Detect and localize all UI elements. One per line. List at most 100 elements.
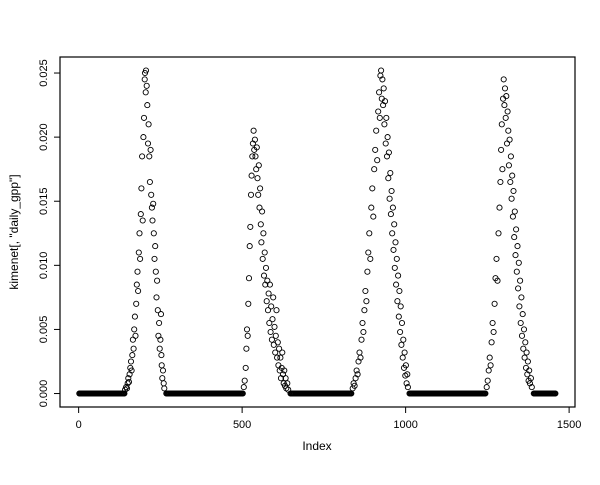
- data-point: [242, 364, 249, 371]
- data-point: [496, 204, 503, 211]
- data-point: [509, 213, 516, 220]
- data-point: [157, 336, 164, 343]
- data-point: [358, 336, 365, 343]
- data-point: [260, 230, 267, 237]
- data-point: [245, 300, 252, 307]
- data-point: [249, 153, 256, 160]
- data-point: [393, 281, 400, 288]
- data-point: [381, 121, 388, 128]
- data-point: [390, 246, 397, 253]
- data-point: [376, 114, 383, 121]
- data-point: [266, 319, 273, 327]
- data-point: [486, 354, 493, 361]
- data-point: [140, 114, 148, 121]
- data-point: [357, 354, 364, 361]
- data-point: [259, 208, 266, 215]
- data-point: [156, 319, 163, 327]
- data-point: [270, 294, 277, 301]
- data-point: [484, 377, 491, 384]
- data-point: [135, 287, 142, 295]
- data-point: [489, 319, 496, 327]
- data-point: [147, 146, 154, 153]
- data-point: [144, 140, 152, 147]
- data-point: [393, 255, 400, 262]
- data-point: [252, 153, 259, 160]
- data-point: [251, 136, 258, 143]
- data-point: [368, 204, 375, 211]
- data-point: [500, 76, 507, 83]
- tick-label: 0.005: [38, 316, 50, 344]
- data-point: [255, 162, 262, 169]
- data-point: [376, 89, 383, 96]
- data-point: [379, 76, 386, 83]
- data-point: [285, 386, 292, 393]
- tick-label: 1000: [393, 419, 417, 431]
- data-point: [139, 217, 146, 224]
- data-point: [146, 153, 153, 160]
- data-point: [365, 249, 372, 256]
- data-point: [151, 255, 158, 262]
- data-point: [131, 326, 138, 333]
- data-point: [148, 204, 155, 211]
- data-point: [277, 354, 284, 361]
- data-point: [391, 221, 398, 228]
- data-point: [360, 328, 367, 336]
- data-point: [524, 371, 531, 378]
- data-point: [485, 367, 492, 374]
- data-point: [364, 268, 371, 275]
- data-point: [161, 385, 168, 392]
- tick-label: 0.025: [38, 59, 50, 87]
- data-point: [371, 166, 378, 173]
- data-point: [516, 303, 523, 310]
- data-point: [142, 89, 149, 96]
- data-point: [381, 98, 389, 105]
- data-point: [158, 352, 165, 359]
- data-point: [526, 367, 533, 374]
- data-point: [362, 287, 369, 295]
- data-point: [520, 326, 528, 333]
- data-point: [159, 367, 167, 374]
- plot-box: [59, 56, 576, 408]
- data-point: [523, 349, 530, 356]
- data-point: [404, 371, 411, 378]
- data-point: [123, 384, 130, 391]
- data-point: [145, 121, 152, 128]
- data-point: [138, 185, 145, 192]
- data-point: [260, 272, 268, 279]
- data-point: [507, 153, 514, 160]
- data-point: [483, 384, 490, 391]
- data-point: [394, 298, 401, 305]
- data-point: [125, 375, 132, 382]
- data-points: [76, 67, 559, 397]
- data-point: [524, 358, 531, 365]
- data-point: [281, 367, 288, 374]
- data-point: [153, 294, 160, 301]
- data-point: [144, 102, 151, 109]
- y-axis-label: kimenet[, "daily_gpp"]: [7, 174, 21, 289]
- data-point: [248, 172, 255, 179]
- data-point: [389, 230, 396, 237]
- data-point: [498, 146, 505, 153]
- data-point: [397, 303, 404, 310]
- data-point: [508, 195, 515, 202]
- data-point: [135, 249, 142, 256]
- data-point: [482, 390, 489, 397]
- data-point: [262, 264, 270, 271]
- data-point: [361, 307, 368, 314]
- data-point: [255, 191, 262, 198]
- data-point: [402, 362, 409, 369]
- data-point: [400, 336, 407, 343]
- data-point: [398, 319, 406, 327]
- data-point: [511, 208, 518, 215]
- data-point: [137, 255, 144, 262]
- data-point: [268, 336, 275, 343]
- data-point: [487, 362, 494, 369]
- data-point: [250, 127, 257, 134]
- data-point: [491, 300, 498, 307]
- data-point: [243, 345, 250, 352]
- data-point: [356, 349, 363, 356]
- data-point: [518, 294, 525, 301]
- data-point: [353, 367, 360, 374]
- data-point: [552, 390, 559, 397]
